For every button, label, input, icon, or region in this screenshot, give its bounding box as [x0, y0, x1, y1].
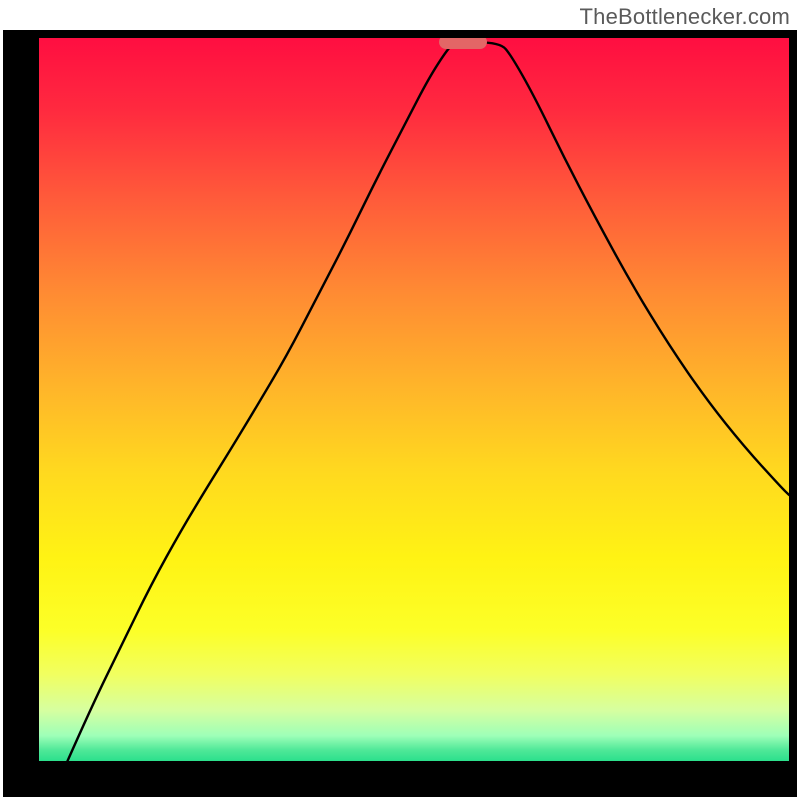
chart-frame-bottom: [3, 761, 797, 797]
chart-frame-left: [3, 30, 39, 797]
optimum-marker: [439, 38, 487, 49]
bottleneck-curve: [39, 38, 789, 761]
watermark-text: TheBottlenecker.com: [580, 4, 790, 30]
chart-frame-right: [789, 30, 797, 797]
chart-frame-top: [3, 30, 797, 38]
plot-area: [39, 38, 789, 761]
